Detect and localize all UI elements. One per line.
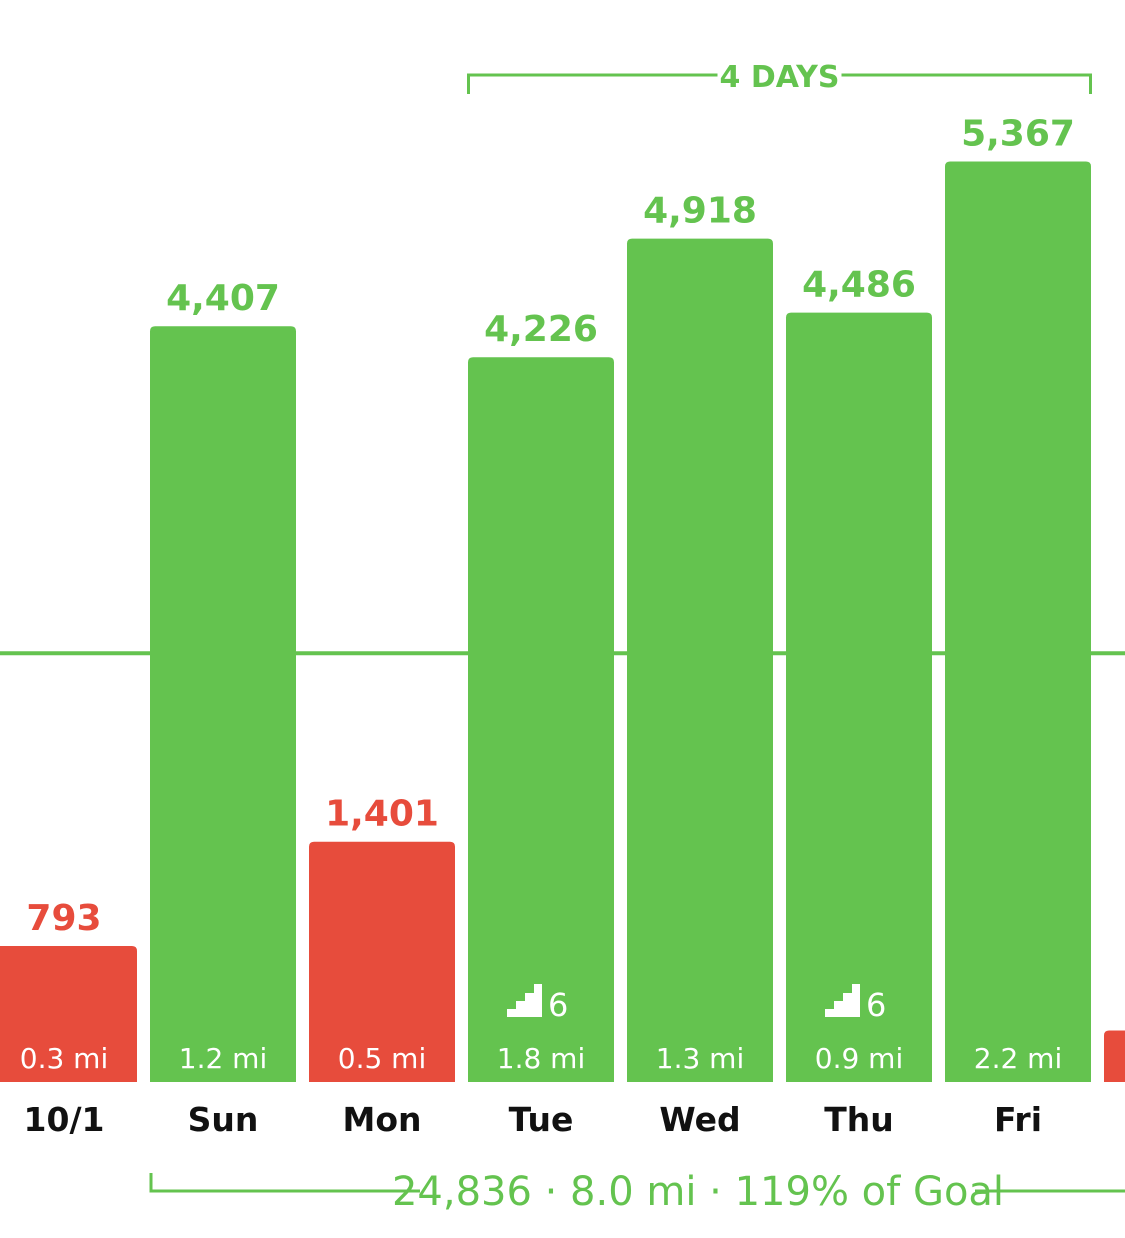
summary-bracket [149,1173,1125,1193]
bar-value-label: 4,226 [484,309,598,350]
bar-partial[interactable] [1104,1030,1125,1082]
day-label: 10/1 [24,1100,105,1139]
bar-value-label: 4,486 [802,265,916,306]
day-label: Tue [509,1100,574,1139]
bar-distance-label: 0.9 mi [815,1042,903,1075]
bar-distance-label: 1.3 mi [656,1042,744,1075]
bar-value-label: 793 [26,898,101,939]
flights-count: 6 [866,986,886,1024]
bar-fri[interactable] [945,161,1091,1082]
streak-label: 4 DAYS [720,60,840,95]
bar-value-label: 4,918 [643,191,757,232]
bar-sun[interactable] [150,326,296,1083]
bar-distance-label: 2.2 mi [974,1042,1062,1075]
day-label: Fri [994,1100,1042,1139]
stairs-icon [825,984,860,1017]
flights-count: 6 [548,986,568,1024]
bar-value-label: 5,367 [961,114,1075,155]
bar-distance-label: 1.8 mi [497,1042,585,1075]
day-label: Thu [824,1100,894,1139]
bar-wed[interactable] [627,238,773,1083]
bar-distance-label: 1.2 mi [179,1042,267,1075]
bar-thu[interactable] [786,312,932,1082]
day-label: Sun [188,1100,259,1139]
bar-distance-label: 0.3 mi [20,1042,108,1075]
bar-value-label: 4,407 [166,278,280,319]
streak-bracket [467,73,1092,94]
day-label: Wed [659,1100,740,1139]
bar-distance-label: 0.5 mi [338,1042,426,1075]
bar-tue[interactable] [468,357,614,1083]
bar-10-1[interactable] [0,946,137,1082]
stairs-icon [507,984,542,1017]
weekly-summary: 24,836 · 8.0 mi · 119% of Goal [392,1169,1004,1215]
bar-mon[interactable] [309,841,455,1082]
bar-value-label: 1,401 [325,794,439,835]
day-label: Mon [342,1100,421,1139]
